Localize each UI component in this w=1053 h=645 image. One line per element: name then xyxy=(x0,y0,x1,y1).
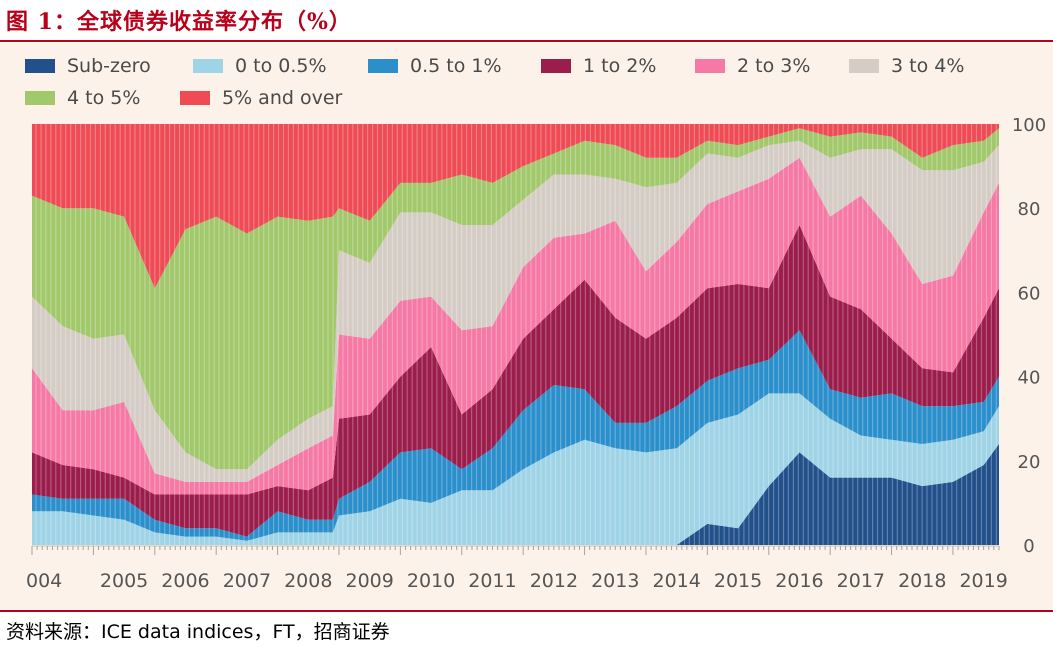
legend-swatch xyxy=(541,59,571,73)
legend-swatch xyxy=(180,91,210,105)
y-axis: 0 20 40 60 80 100 xyxy=(1012,115,1046,557)
legend-swatch xyxy=(695,59,725,73)
y-tick-label: 80 xyxy=(1018,199,1041,220)
y-tick-label: 60 xyxy=(1018,283,1041,304)
vertical-stripes xyxy=(35,124,997,545)
x-tick-label: 2007 xyxy=(223,570,271,592)
legend-label: 2 to 3% xyxy=(737,55,810,77)
bottom-divider xyxy=(0,610,1053,612)
x-tick-label: 2019 xyxy=(959,570,1007,592)
x-tick-label: 004 xyxy=(26,570,62,592)
legend-label: 0 to 0.5% xyxy=(235,55,327,77)
x-tick-label: 2015 xyxy=(714,570,762,592)
x-tick-label: 2012 xyxy=(530,570,578,592)
plot-area xyxy=(32,124,999,545)
y-tick-label: 100 xyxy=(1012,115,1046,136)
y-tick-label: 40 xyxy=(1018,368,1041,389)
area-4-to-5- xyxy=(32,128,999,470)
area-1-to-2- xyxy=(32,225,999,537)
area-5-and-over xyxy=(32,124,999,289)
legend-label: 0.5 to 1% xyxy=(410,55,502,77)
legend-swatch xyxy=(193,59,223,73)
x-axis: 004 2005 2006 2007 2008 2009 2010 2011 2012 2013 2… xyxy=(26,545,1008,592)
x-tick-label: 2006 xyxy=(161,570,209,592)
legend-swatch xyxy=(368,59,398,73)
x-tick-label: 2016 xyxy=(775,570,823,592)
legend-item: 2 to 3% xyxy=(695,55,810,77)
legend-swatch xyxy=(25,59,55,73)
x-tick-label: 2005 xyxy=(100,570,148,592)
x-tick-label: 2014 xyxy=(652,570,700,592)
legend-item: 3 to 4% xyxy=(849,55,964,77)
legend-label: 1 to 2% xyxy=(583,55,656,77)
x-tick-label: 2011 xyxy=(468,570,516,592)
figure-title: 图 1：全球债券收益率分布（%） xyxy=(6,9,352,35)
stacked-area-chart: Sub-zero 0 to 0.5% 0.5 to 1% 1 to 2% 2 to 3%… xyxy=(25,55,1046,592)
legend-item: Sub-zero xyxy=(25,55,151,77)
legend-item: 5% and over xyxy=(180,87,343,109)
area-0-to-0-5- xyxy=(32,393,999,545)
legend-item: 0.5 to 1% xyxy=(368,55,502,77)
legend-item: 4 to 5% xyxy=(25,87,140,109)
legend-label: 5% and over xyxy=(222,87,343,109)
legend-swatch xyxy=(25,91,55,105)
x-tick-label: 2018 xyxy=(898,570,946,592)
legend-label: 4 to 5% xyxy=(67,87,140,109)
source-note: 资料来源：ICE data indices，FT，招商证券 xyxy=(6,621,390,643)
chart-legend: Sub-zero 0 to 0.5% 0.5 to 1% 1 to 2% 2 to 3%… xyxy=(25,55,964,109)
legend-item: 1 to 2% xyxy=(541,55,656,77)
area-0-5-to-1- xyxy=(32,330,999,541)
legend-label: 3 to 4% xyxy=(891,55,964,77)
y-tick-label: 0 xyxy=(1023,536,1034,557)
x-tick-label: 2013 xyxy=(591,570,639,592)
bar-separators xyxy=(35,124,997,545)
x-tick-label: 2009 xyxy=(346,570,394,592)
y-tick-label: 20 xyxy=(1018,452,1041,473)
x-tick-label: 2017 xyxy=(837,570,885,592)
legend-swatch xyxy=(849,59,879,73)
area-sub-zero xyxy=(32,444,999,545)
legend-item: 0 to 0.5% xyxy=(193,55,327,77)
title-divider xyxy=(0,40,1053,42)
area-3-to-4- xyxy=(32,140,999,482)
legend-label: Sub-zero xyxy=(67,55,151,77)
area-2-to-3- xyxy=(32,157,999,495)
x-tick-label: 2008 xyxy=(284,570,332,592)
x-tick-label: 2010 xyxy=(407,570,455,592)
